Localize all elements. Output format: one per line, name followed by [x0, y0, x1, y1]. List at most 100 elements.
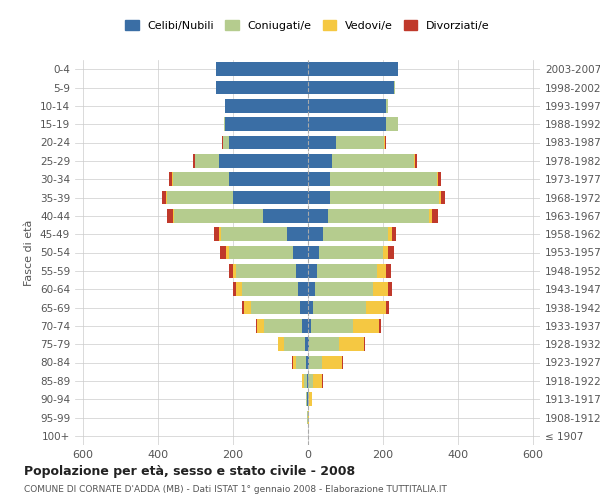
Bar: [330, 190, 439, 204]
Bar: [386, 300, 389, 314]
Bar: [173, 209, 175, 222]
Bar: [172, 172, 173, 186]
Bar: [162, 190, 166, 204]
Bar: [214, 228, 220, 241]
Bar: [220, 154, 308, 168]
Bar: [385, 136, 386, 149]
Bar: [308, 62, 398, 76]
Bar: [308, 99, 386, 112]
Bar: [440, 190, 445, 204]
Bar: [223, 136, 229, 149]
Bar: [229, 264, 233, 278]
Bar: [215, 62, 308, 76]
Bar: [383, 246, 388, 260]
Bar: [300, 300, 308, 314]
Bar: [310, 338, 340, 351]
Bar: [265, 319, 302, 332]
Bar: [308, 118, 386, 131]
Bar: [373, 282, 388, 296]
Bar: [311, 319, 353, 332]
Y-axis label: Fasce di età: Fasce di età: [25, 220, 34, 286]
Bar: [323, 228, 388, 241]
Bar: [335, 136, 385, 149]
Bar: [315, 282, 373, 296]
Bar: [308, 80, 394, 94]
Bar: [308, 154, 332, 168]
Bar: [229, 136, 308, 149]
Bar: [257, 319, 265, 332]
Bar: [233, 264, 236, 278]
Bar: [388, 228, 392, 241]
Bar: [386, 99, 388, 112]
Bar: [256, 319, 257, 332]
Bar: [251, 300, 300, 314]
Bar: [313, 300, 365, 314]
Bar: [433, 209, 438, 222]
Bar: [225, 118, 308, 131]
Bar: [167, 209, 173, 222]
Bar: [308, 264, 317, 278]
Bar: [310, 392, 313, 406]
Bar: [224, 118, 225, 131]
Bar: [439, 190, 440, 204]
Bar: [167, 190, 233, 204]
Bar: [220, 246, 226, 260]
Bar: [388, 246, 394, 260]
Bar: [313, 374, 322, 388]
Legend: Celibi/Nubili, Coniugati/e, Vedovi/e, Divorziati/e: Celibi/Nubili, Coniugati/e, Vedovi/e, Di…: [121, 16, 494, 35]
Bar: [386, 118, 398, 131]
Bar: [169, 172, 172, 186]
Bar: [308, 410, 309, 424]
Bar: [293, 356, 296, 370]
Bar: [308, 228, 323, 241]
Bar: [233, 190, 308, 204]
Bar: [353, 319, 379, 332]
Bar: [364, 338, 365, 351]
Bar: [296, 264, 308, 278]
Bar: [308, 319, 311, 332]
Bar: [308, 300, 313, 314]
Bar: [317, 264, 377, 278]
Bar: [229, 246, 293, 260]
Bar: [298, 282, 308, 296]
Bar: [287, 228, 308, 241]
Bar: [306, 392, 307, 406]
Bar: [244, 300, 251, 314]
Bar: [242, 282, 298, 296]
Bar: [308, 356, 322, 370]
Bar: [308, 338, 310, 351]
Bar: [296, 356, 305, 370]
Bar: [304, 374, 307, 388]
Bar: [340, 338, 364, 351]
Bar: [233, 282, 236, 296]
Bar: [221, 228, 287, 241]
Bar: [277, 338, 278, 351]
Bar: [305, 356, 308, 370]
Bar: [415, 154, 417, 168]
Bar: [166, 190, 167, 204]
Text: COMUNE DI CORNATE D'ADDA (MB) - Dati ISTAT 1° gennaio 2008 - Elaborazione TUTTIT: COMUNE DI CORNATE D'ADDA (MB) - Dati IST…: [24, 485, 447, 494]
Bar: [302, 374, 304, 388]
Bar: [308, 136, 335, 149]
Bar: [225, 99, 308, 112]
Bar: [222, 136, 223, 149]
Bar: [388, 282, 392, 296]
Bar: [226, 246, 229, 260]
Bar: [215, 80, 308, 94]
Bar: [328, 209, 430, 222]
Bar: [308, 246, 319, 260]
Bar: [308, 209, 328, 222]
Bar: [437, 172, 438, 186]
Bar: [305, 338, 308, 351]
Bar: [220, 228, 221, 241]
Bar: [195, 154, 220, 168]
Bar: [379, 319, 380, 332]
Bar: [332, 154, 415, 168]
Bar: [386, 264, 391, 278]
Bar: [308, 282, 315, 296]
Bar: [307, 374, 308, 388]
Bar: [302, 319, 308, 332]
Bar: [236, 264, 296, 278]
Bar: [293, 246, 308, 260]
Bar: [319, 246, 383, 260]
